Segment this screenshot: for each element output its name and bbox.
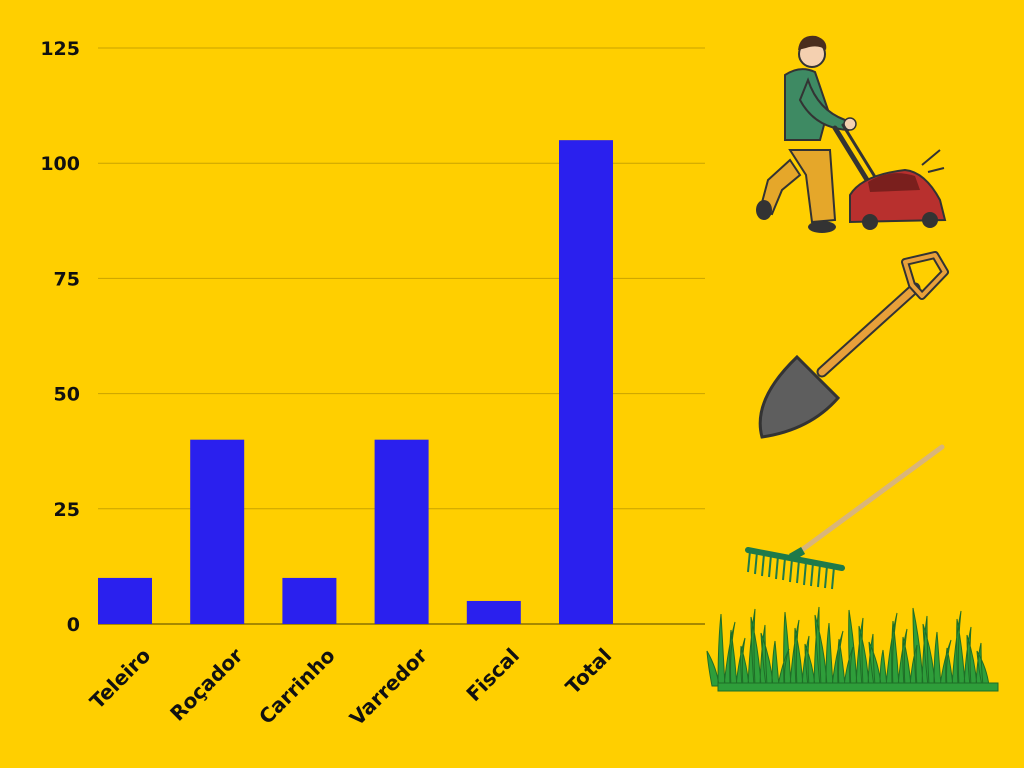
bar-teleiro [98, 577, 152, 624]
illustrations [706, 35, 999, 692]
bar-total [559, 140, 613, 624]
y-tick-label: 100 [40, 153, 80, 175]
shovel-icon [758, 251, 949, 439]
person-mowing-lawn-icon [756, 35, 947, 233]
y-tick-label: 50 [54, 384, 80, 406]
grass-icon [706, 606, 999, 692]
bars [98, 140, 613, 624]
bar-fiscal [466, 600, 521, 624]
y-tick-label: 0 [67, 614, 80, 636]
bar-varredor [374, 439, 429, 624]
rake-icon [745, 444, 945, 590]
bar-carrinho [282, 577, 337, 624]
y-tick-label: 75 [54, 268, 80, 290]
y-axis: 0 25 50 75 100 125 [40, 38, 80, 636]
y-tick-label: 125 [40, 38, 80, 60]
bar-roçador [190, 439, 245, 624]
y-tick-label: 25 [54, 499, 80, 521]
